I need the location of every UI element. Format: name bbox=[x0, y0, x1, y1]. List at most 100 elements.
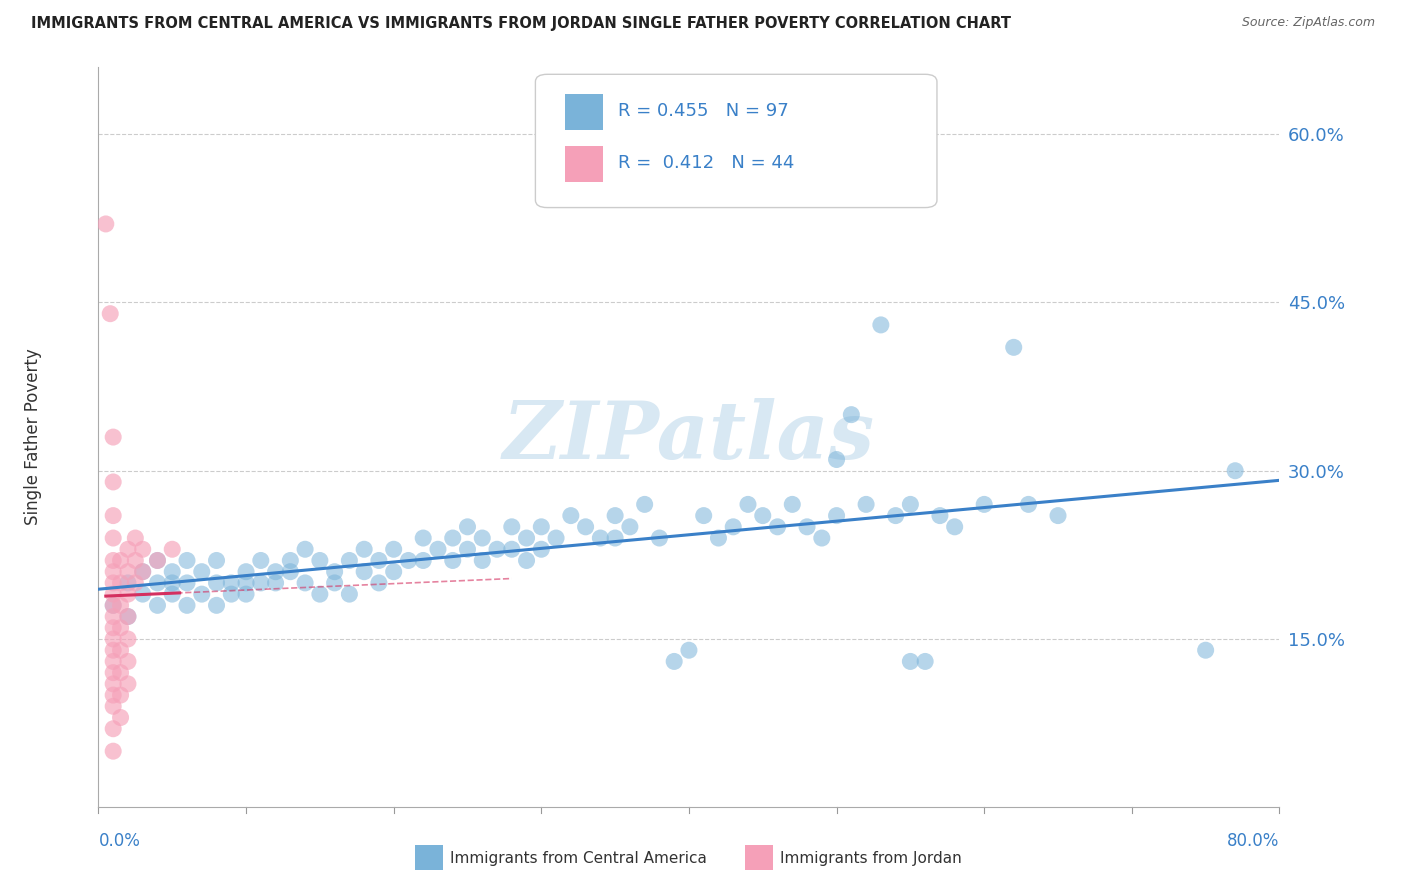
Point bbox=[132, 542, 155, 557]
Point bbox=[648, 531, 671, 545]
Point bbox=[900, 497, 922, 511]
Point bbox=[103, 643, 125, 657]
Point bbox=[205, 599, 228, 613]
Point bbox=[294, 542, 316, 557]
Point bbox=[103, 575, 125, 590]
Point bbox=[973, 497, 995, 511]
Point bbox=[309, 587, 332, 601]
Point bbox=[589, 531, 612, 545]
Point bbox=[471, 553, 494, 567]
Point bbox=[737, 497, 759, 511]
Point bbox=[235, 587, 257, 601]
Point bbox=[191, 587, 214, 601]
Point bbox=[103, 665, 125, 680]
Point bbox=[94, 217, 117, 231]
Point bbox=[516, 553, 538, 567]
Point bbox=[110, 665, 132, 680]
Text: R =  0.412   N = 44: R = 0.412 N = 44 bbox=[619, 154, 794, 172]
Point bbox=[870, 318, 893, 332]
Point bbox=[707, 531, 730, 545]
Point bbox=[605, 508, 627, 523]
Point bbox=[929, 508, 952, 523]
Point bbox=[250, 575, 273, 590]
Point bbox=[546, 531, 568, 545]
Point bbox=[110, 621, 132, 635]
Point bbox=[103, 475, 125, 489]
Point bbox=[825, 452, 848, 467]
Point bbox=[605, 531, 627, 545]
Point bbox=[516, 531, 538, 545]
Point bbox=[1195, 643, 1218, 657]
Point bbox=[98, 307, 121, 321]
Point bbox=[398, 553, 420, 567]
Point bbox=[117, 587, 139, 601]
Point bbox=[205, 575, 228, 590]
FancyBboxPatch shape bbox=[565, 146, 603, 182]
Text: Single Father Poverty: Single Father Poverty bbox=[24, 349, 42, 525]
Point bbox=[103, 508, 125, 523]
Point bbox=[766, 520, 789, 534]
Point bbox=[103, 599, 125, 613]
FancyBboxPatch shape bbox=[565, 95, 603, 130]
Point bbox=[368, 575, 391, 590]
Point bbox=[678, 643, 700, 657]
Point bbox=[501, 520, 523, 534]
Point bbox=[103, 599, 125, 613]
Point bbox=[235, 565, 257, 579]
Point bbox=[124, 553, 146, 567]
Point bbox=[693, 508, 716, 523]
Point bbox=[427, 542, 450, 557]
Point bbox=[103, 632, 125, 646]
Point bbox=[943, 520, 966, 534]
Point bbox=[353, 542, 375, 557]
Point bbox=[117, 565, 139, 579]
Text: Immigrants from Central America: Immigrants from Central America bbox=[450, 851, 707, 865]
Point bbox=[280, 553, 302, 567]
Point bbox=[103, 531, 125, 545]
Point bbox=[855, 497, 877, 511]
Point bbox=[368, 553, 391, 567]
Point bbox=[810, 531, 832, 545]
Point bbox=[176, 575, 198, 590]
Point bbox=[250, 553, 273, 567]
Point bbox=[103, 655, 125, 669]
Point bbox=[752, 508, 775, 523]
Point bbox=[117, 609, 139, 624]
Point bbox=[103, 565, 125, 579]
Point bbox=[723, 520, 745, 534]
Point bbox=[221, 587, 243, 601]
Point bbox=[110, 553, 132, 567]
Point bbox=[117, 677, 139, 691]
Point bbox=[235, 575, 257, 590]
Text: Immigrants from Jordan: Immigrants from Jordan bbox=[780, 851, 962, 865]
Point bbox=[162, 542, 183, 557]
Point bbox=[124, 575, 146, 590]
Point bbox=[264, 575, 287, 590]
Point bbox=[323, 575, 346, 590]
Point bbox=[619, 520, 641, 534]
Point bbox=[117, 632, 139, 646]
Point bbox=[110, 599, 132, 613]
Point bbox=[825, 508, 848, 523]
Point bbox=[501, 542, 523, 557]
Point bbox=[146, 553, 169, 567]
Point bbox=[117, 575, 139, 590]
Point bbox=[103, 688, 125, 702]
Point bbox=[103, 553, 125, 567]
Point bbox=[110, 643, 132, 657]
Point bbox=[457, 542, 479, 557]
Point bbox=[146, 575, 169, 590]
Point bbox=[841, 408, 863, 422]
Point bbox=[162, 587, 183, 601]
Point bbox=[176, 599, 198, 613]
Point bbox=[412, 531, 434, 545]
Point bbox=[221, 575, 243, 590]
Point bbox=[486, 542, 509, 557]
Point bbox=[205, 553, 228, 567]
Point bbox=[103, 744, 125, 758]
Point bbox=[309, 553, 332, 567]
Point bbox=[176, 553, 198, 567]
Text: 80.0%: 80.0% bbox=[1227, 832, 1279, 850]
Point bbox=[339, 587, 361, 601]
Point bbox=[146, 553, 169, 567]
